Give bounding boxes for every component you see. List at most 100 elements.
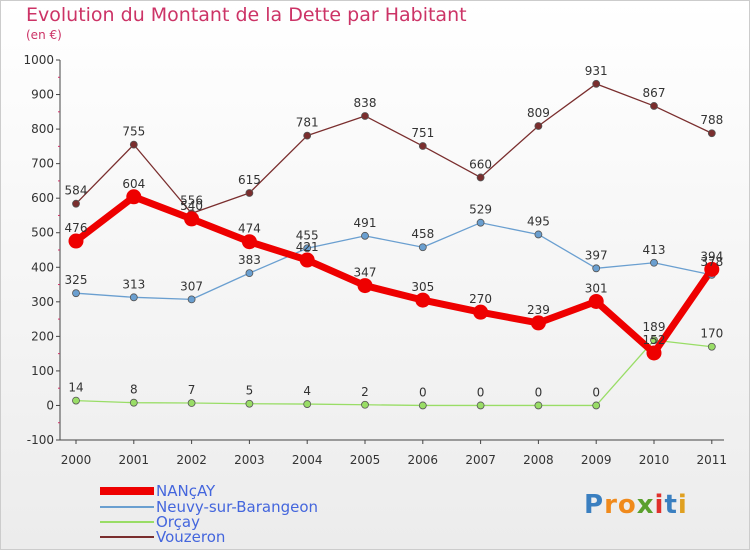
data-point [650,102,658,110]
logo-letter: t [664,490,678,520]
data-label: 476 [65,221,88,235]
logo-letter: i [654,490,665,520]
data-label: 4 [303,384,311,398]
data-point [129,293,138,302]
data-point [418,401,427,410]
x-tick-label: 2000 [61,453,92,467]
logo-letter: i [677,490,688,520]
data-label: 491 [354,216,377,230]
x-tick-label: 2002 [176,453,207,467]
data-point [415,292,431,308]
x-tick-label: 2001 [119,453,150,467]
data-label: 383 [238,253,261,267]
data-label: 307 [180,279,203,293]
data-point [72,199,80,208]
data-point [588,293,604,309]
series-line [75,339,712,407]
legend-item-neuvy: Neuvy-sur-Barangeon [100,498,319,516]
data-label: 931 [585,64,608,78]
legend-swatch-orcay [100,521,154,523]
data-point [476,218,485,227]
data-point [129,140,138,149]
data-point [418,142,427,150]
data-label: 0 [477,385,485,399]
data-label: 838 [354,96,377,110]
data-point [72,289,80,298]
data-label: 394 [700,249,723,263]
data-label: 0 [419,385,427,399]
data-label: 788 [700,113,723,127]
series-line [75,222,712,301]
data-label: 189 [643,320,666,334]
y-tick-label: 400 [31,260,54,274]
y-tick-label: 700 [31,157,54,171]
data-point [303,244,312,253]
legend-label-neuvy: Neuvy-sur-Barangeon [156,498,319,516]
data-point [126,189,142,205]
y-tick-label: -100 [27,433,54,447]
data-label: 8 [130,383,138,397]
data-label: 421 [296,240,319,254]
data-point [650,258,658,267]
data-label: 540 [180,199,203,213]
chart-title: Evolution du Montant de la Dette par Hab… [26,4,467,26]
data-point [534,230,543,239]
y-tick-label: 900 [31,88,54,102]
data-label: 584 [65,184,88,198]
data-label: 413 [643,243,666,257]
data-point [704,261,720,277]
y-tick-label: 100 [31,364,54,378]
data-point [476,173,485,182]
proxiti-logo: Proxiti [584,490,688,520]
x-tick-label: 2003 [234,453,265,467]
data-label: 301 [585,281,608,295]
data-label: 615 [238,173,261,187]
data-label: 7 [188,383,196,397]
data-label: 325 [65,273,88,287]
data-point [241,234,257,250]
data-label: 14 [68,381,83,395]
data-point [357,278,373,294]
data-point [129,398,138,407]
data-label: 2 [361,385,369,399]
data-label: 660 [469,157,492,171]
data-point [646,345,662,361]
data-label: 781 [296,116,319,130]
data-point [245,399,254,408]
data-label: 556 [180,193,203,207]
data-point [187,399,196,407]
x-tick-label: 2004 [292,453,323,467]
x-tick-label: 2011 [697,453,728,467]
data-label: 751 [411,126,434,140]
legend-label-orcay: Orçay [156,513,200,531]
data-point [187,295,196,304]
chart-subtitle: (en €) [26,28,62,42]
data-label: 867 [643,86,666,100]
data-label: 755 [122,125,145,139]
data-point [707,129,716,138]
x-tick-label: 2008 [523,453,554,467]
data-point [707,342,716,351]
x-tick-label: 2007 [465,453,496,467]
data-point [303,400,312,408]
data-label: 495 [527,214,550,228]
data-point [418,243,427,252]
data-point [473,304,489,320]
data-label: 170 [700,327,723,341]
data-point [68,233,84,249]
data-point [184,211,200,227]
y-tick-label: 800 [31,122,54,136]
y-tick-label: 200 [31,329,54,343]
data-label: 5 [246,384,254,398]
data-point [592,264,601,273]
series-line [75,83,713,215]
data-point [299,252,315,268]
logo-letter: P [584,490,605,520]
data-point [530,315,546,331]
legend-item-vouzeron: Vouzeron [100,528,226,546]
y-tick-label: 0 [46,398,54,412]
legend-swatch-vouzeron [100,536,154,538]
data-point [361,112,369,120]
legend-label-vouzeron: Vouzeron [156,528,226,546]
